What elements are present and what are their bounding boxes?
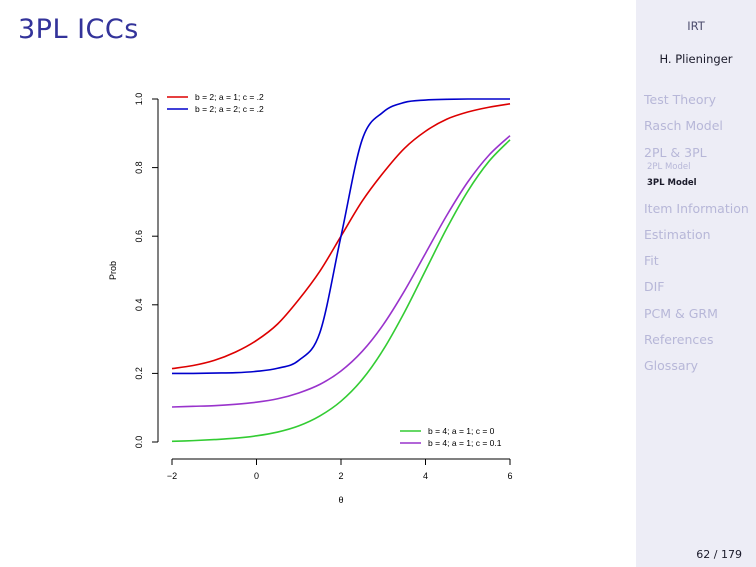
y-axis-label: Prob	[108, 261, 118, 280]
sidebar-nav: Test Theory Rasch Model 2PL & 3PL 2PL Mo…	[644, 92, 756, 385]
x-tick-label: −2	[167, 471, 177, 481]
sidebar-author[interactable]: H. Plieninger	[659, 52, 733, 66]
x-axis-label: θ	[338, 495, 343, 505]
nav-item-item-information[interactable]: Item Information	[644, 200, 749, 216]
x-tick-label: 0	[254, 471, 259, 481]
y-tick-label: 0.2	[134, 367, 144, 380]
nav-subitem-3pl-model[interactable]: 3PL Model	[647, 177, 697, 188]
nav-item-test-theory[interactable]: Test Theory	[644, 92, 717, 107]
nav-item-2pl-3pl[interactable]: 2PL & 3PL	[644, 144, 707, 160]
icc-chart: −2 0 2 4 6 0.0 0.2 0.4 0.6 0.8 1.0 θ Prob b = 2; a = …	[108, 92, 513, 505]
nav-item-fit[interactable]: Fit	[644, 253, 659, 269]
nav-item-estimation[interactable]: Estimation	[644, 226, 711, 242]
sidebar: IRT H. Plieninger Test Theory Rasch Mode…	[636, 0, 756, 567]
nav-subitem-2pl-model[interactable]: 2PL Model	[647, 161, 691, 172]
series-line-4	[171, 135, 511, 408]
legend-label: b = 4; a = 1; c = 0.1	[428, 438, 502, 448]
series-line-3	[171, 139, 511, 443]
legend-label: b = 2; a = 2; c = .2	[195, 104, 264, 114]
y-tick-label: 1.0	[134, 93, 144, 106]
series-line-2	[171, 98, 510, 375]
y-tick-label: 0.0	[134, 436, 144, 449]
y-tick-label: 0.8	[134, 161, 144, 174]
x-tick-label: 4	[423, 471, 428, 481]
page-number: 62 / 179	[696, 548, 742, 561]
x-tick-label: 6	[507, 471, 512, 481]
slide-title: 3PL ICCs	[18, 14, 139, 45]
sidebar-short-title[interactable]: IRT	[687, 19, 705, 33]
x-tick-label: 2	[338, 471, 343, 481]
legend-label: b = 2; a = 1; c = .2	[195, 92, 264, 102]
y-tick-label: 0.6	[134, 230, 144, 243]
nav-item-references[interactable]: References	[644, 332, 714, 348]
nav-item-glossary[interactable]: Glossary	[644, 358, 699, 374]
nav-item-dif[interactable]: DIF	[644, 279, 665, 295]
y-tick-label: 0.4	[134, 299, 144, 312]
nav-item-pcm-grm[interactable]: PCM & GRM	[644, 305, 718, 321]
legend-label: b = 4; a = 1; c = 0	[428, 426, 495, 436]
nav-item-rasch-model[interactable]: Rasch Model	[644, 118, 723, 134]
